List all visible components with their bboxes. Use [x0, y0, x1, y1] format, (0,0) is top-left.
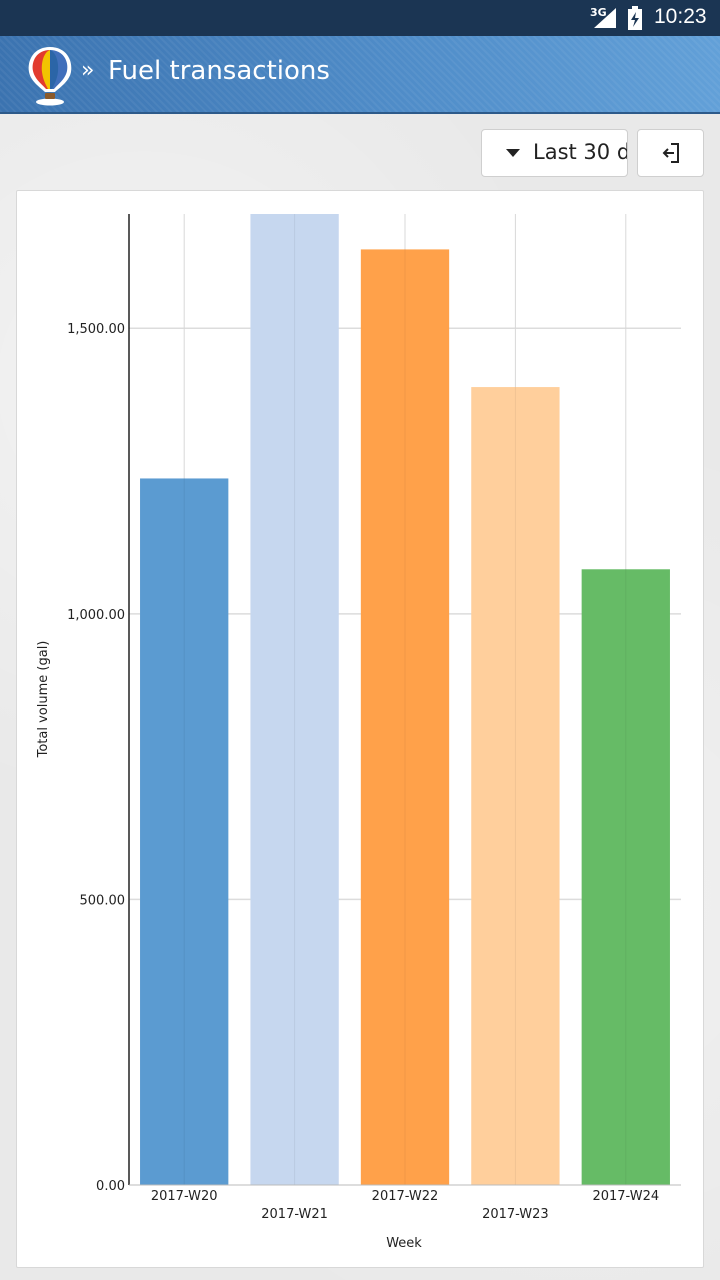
- date-range-select[interactable]: Last 30 days: [481, 129, 628, 177]
- date-range-label: Last 30 days: [533, 140, 627, 164]
- bar[interactable]: [581, 569, 670, 1185]
- x-tick-label: 2017-W24: [592, 1189, 659, 1204]
- clock: 10:23: [654, 5, 707, 28]
- y-axis-title: Total volume (gal): [36, 641, 51, 759]
- bar[interactable]: [250, 214, 339, 1185]
- app-header: » Fuel transactions: [0, 36, 720, 114]
- chart-card: 0.00 500.00 1,000.00 1,500.00 2017-W20 2017-W…: [16, 190, 704, 1268]
- x-tick-label: 2017-W22: [372, 1189, 439, 1204]
- y-tick-label: 1,000.00: [67, 608, 125, 623]
- y-tick-label: 500.00: [80, 893, 126, 908]
- y-tick-label: 0.00: [96, 1179, 125, 1194]
- bar-chart: 0.00 500.00 1,000.00 1,500.00 2017-W20 2017-W…: [36, 214, 681, 1251]
- network-type: 3G: [590, 6, 607, 19]
- y-tick-label: 1,500.00: [67, 322, 125, 337]
- chevron-down-icon: [506, 149, 520, 157]
- signal-icon: [594, 8, 616, 28]
- x-tick-label: 2017-W21: [261, 1207, 328, 1222]
- breadcrumb-separator: »: [81, 58, 95, 83]
- hot-air-balloon-icon[interactable]: [24, 44, 76, 106]
- x-axis-title: Week: [386, 1236, 422, 1251]
- sign-out-icon: [662, 143, 679, 163]
- bar[interactable]: [360, 249, 450, 1185]
- x-tick-label: 2017-W23: [482, 1207, 549, 1222]
- x-tick-label: 2017-W20: [151, 1189, 218, 1204]
- bar[interactable]: [471, 387, 560, 1185]
- page-title: Fuel transactions: [108, 56, 330, 86]
- battery-icon: [628, 6, 642, 30]
- status-bar: 3G 10:23: [0, 0, 720, 36]
- sign-out-button[interactable]: [637, 129, 704, 177]
- bar[interactable]: [140, 478, 229, 1185]
